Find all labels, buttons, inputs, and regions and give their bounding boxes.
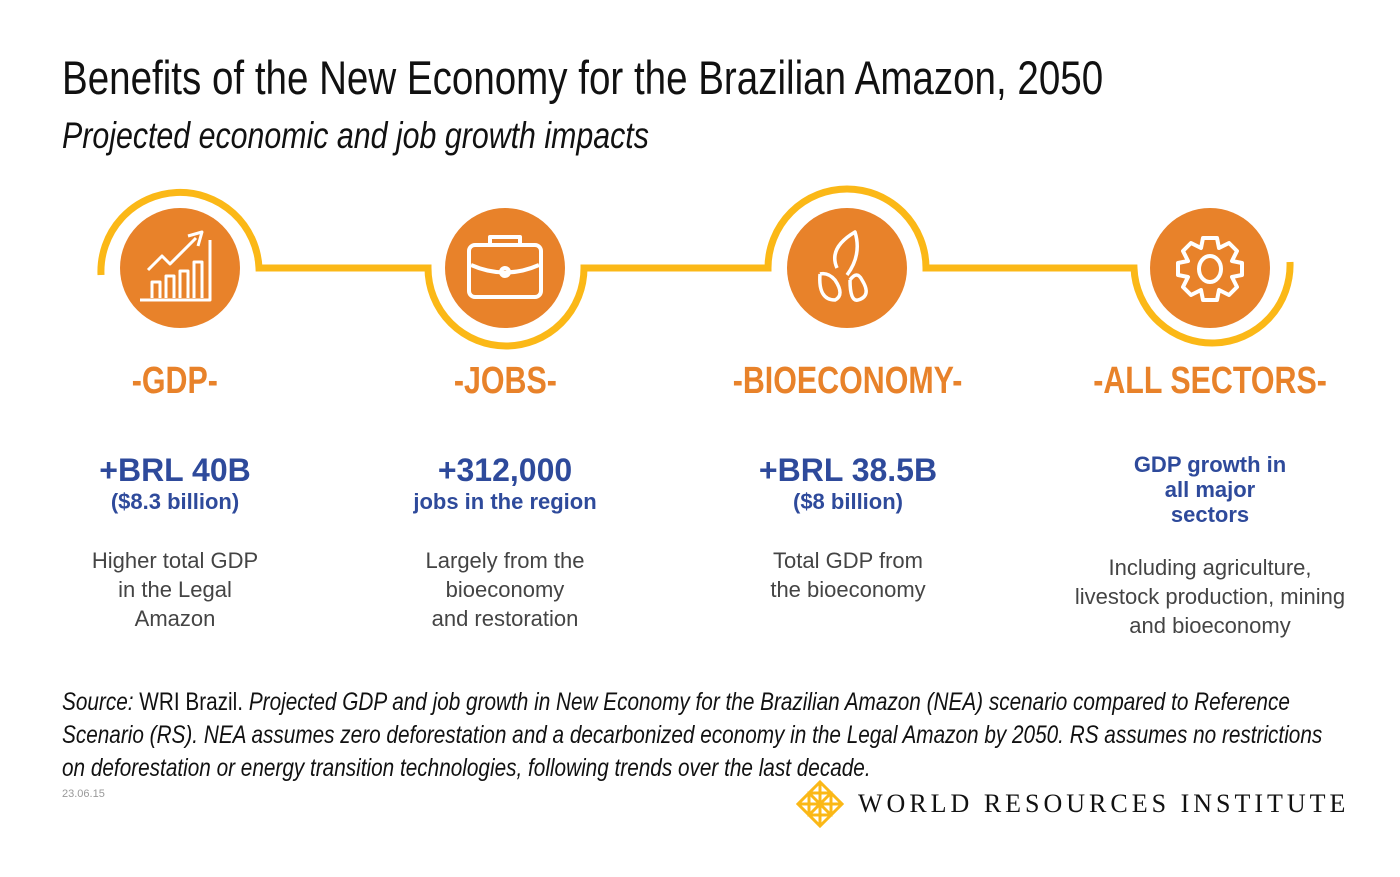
briefcase-icon <box>467 235 543 299</box>
source-org: WRI Brazil. <box>139 688 244 716</box>
gdp-column: -GDP- +BRL 40B ($8.3 billion) Higher tot… <box>15 360 335 633</box>
gear-icon <box>1176 236 1244 302</box>
description: Total GDP from the bioeconomy <box>770 548 926 602</box>
source-label: Source: <box>62 688 134 716</box>
category-label: -BIOECONOMY- <box>733 360 963 402</box>
date-stamp: 23.06.15 <box>62 788 105 800</box>
description: Higher total GDP in the Legal Amazon <box>91 548 259 631</box>
seeds-icon <box>818 230 868 302</box>
page-subtitle: Projected economic and job growth impact… <box>62 115 649 156</box>
source-note: Source: WRI Brazil. Projected GDP and jo… <box>62 686 1400 785</box>
category-label: -ALL SECTORS- <box>1093 360 1327 402</box>
description: Largely from the bioeconomy and restorat… <box>425 548 585 631</box>
value: GDP growth in all major sectors <box>1133 452 1287 527</box>
all-sectors-circle <box>1150 208 1270 328</box>
subvalue: ($8 billion) <box>793 489 903 514</box>
logo-text: WORLD RESOURCES INSTITUTE <box>858 789 1350 818</box>
wri-logo: WORLD RESOURCES INSTITUTE <box>796 780 1349 828</box>
gdp-circle <box>120 208 240 328</box>
subvalue: jobs in the region <box>413 489 597 514</box>
wri-logo-icon <box>796 780 844 828</box>
jobs-column: -JOBS- +312,000 jobs in the region Large… <box>345 360 665 633</box>
connector-line <box>97 185 1294 350</box>
description: Including agriculture, livestock product… <box>1074 555 1346 638</box>
subvalue: ($8.3 billion) <box>110 489 240 514</box>
source-text: Projected GDP and job growth in New Econ… <box>62 688 1323 782</box>
value: +BRL 40B <box>99 452 251 488</box>
growth-chart-icon <box>140 230 212 302</box>
bioeconomy-column: -BIOECONOMY- +BRL 38.5B ($8 billion) Tot… <box>688 360 1008 604</box>
category-label: -JOBS- <box>453 360 557 402</box>
category-label: -GDP- <box>131 360 219 402</box>
value: +312,000 <box>437 452 573 488</box>
all-sectors-column: -ALL SECTORS- GDP growth in all major se… <box>1050 360 1370 640</box>
value: +BRL 38.5B <box>758 452 938 488</box>
bioeconomy-circle <box>787 208 907 328</box>
page-title: Benefits of the New Economy for the Braz… <box>62 51 1104 104</box>
timeline-graphic <box>97 185 1294 350</box>
